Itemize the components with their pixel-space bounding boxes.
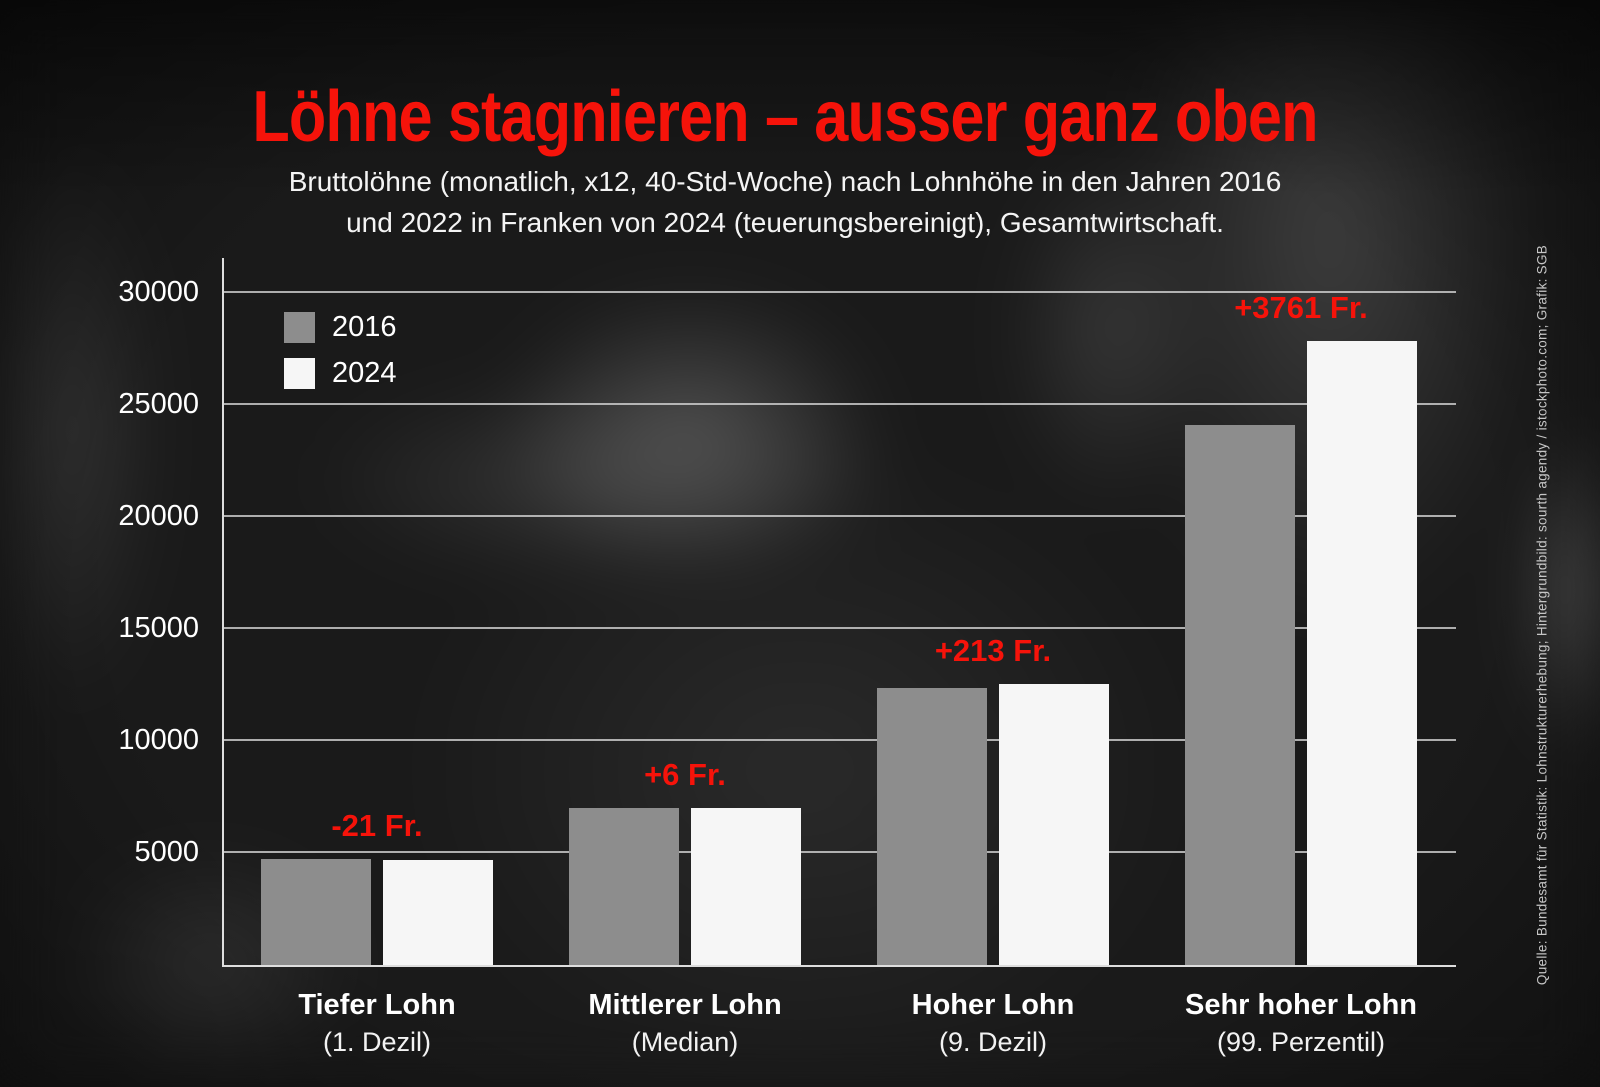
bar-group: -21 Fr. Tiefer Lohn (1. Dezil) (261, 258, 493, 1057)
bar-2024 (1307, 340, 1417, 965)
category-label-group: Hoher Lohn (9. Dezil) (837, 987, 1149, 1060)
gridline (224, 403, 1456, 405)
legend-item-2016: 2016 (284, 304, 397, 350)
delta-annotation: +3761 Fr. (1234, 289, 1368, 325)
category-sublabel: (1. Dezil) (322, 1027, 431, 1057)
y-tick-label: 20000 (118, 500, 199, 532)
category-label: Tiefer Lohn (298, 989, 456, 1021)
gridline (224, 291, 1456, 293)
legend-item-2024: 2024 (284, 350, 397, 396)
gridline (224, 627, 1456, 629)
bar-2016 (1185, 425, 1295, 965)
bar-2024 (999, 683, 1109, 965)
bar-group: +6 Fr. Mittlerer Lohn (Median) (569, 258, 801, 1057)
category-sublabel: (9. Dezil) (938, 1027, 1047, 1057)
page-subtitle: Bruttolöhne (monatlich, x12, 40-Std-Woch… (288, 166, 1282, 238)
category-label-group: Tiefer Lohn (1. Dezil) (221, 987, 533, 1060)
bar-group: +213 Fr. Hoher Lohn (9. Dezil) (877, 258, 1109, 1057)
legend-swatch-2024 (284, 357, 315, 389)
y-tick-label: 30000 (118, 276, 199, 308)
category-label: Sehr hoher Lohn (1185, 989, 1417, 1021)
legend-swatch-2016 (284, 311, 315, 343)
category-sublabel: (Median) (631, 1027, 739, 1057)
bar-2016 (569, 808, 679, 965)
page-title: Löhne stagnieren – ausser ganz oben (252, 77, 1318, 158)
y-tick-label: 25000 (118, 388, 199, 420)
delta-annotation: +213 Fr. (934, 632, 1052, 668)
y-tick-label: 5000 (134, 836, 199, 868)
gridline (224, 739, 1456, 741)
bar-group: +3761 Fr. Sehr hoher Lohn (99. Perzentil) (1185, 258, 1417, 1057)
legend: 2016 2024 (284, 304, 397, 396)
delta-annotation: +6 Fr. (644, 757, 726, 793)
category-label-group: Sehr hoher Lohn (99. Perzentil) (1145, 987, 1457, 1060)
category-label-group: Mittlerer Lohn (Median) (529, 987, 841, 1060)
y-tick-label: 10000 (118, 724, 199, 756)
delta-annotation: -21 Fr. (331, 808, 423, 844)
category-label: Hoher Lohn (911, 989, 1075, 1021)
gridline (224, 851, 1456, 853)
category-label: Mittlerer Lohn (588, 989, 782, 1021)
plot-area: 2016 2024 5000 10000 15000 20000 25000 30000 -… (118, 258, 1456, 1057)
legend-label-2024: 2024 (332, 356, 397, 389)
bar-2024 (691, 808, 801, 965)
bar-2016 (261, 859, 371, 965)
source-credit: Quelle: Bundesamt für Statistik: Lohnstr… (1534, 244, 1550, 986)
bar-2024 (383, 859, 493, 965)
category-sublabel: (99. Perzentil) (1216, 1027, 1386, 1057)
bar-2016 (877, 688, 987, 965)
y-tick-label: 15000 (118, 612, 199, 644)
legend-label-2016: 2016 (332, 310, 397, 343)
gridline (224, 515, 1456, 517)
